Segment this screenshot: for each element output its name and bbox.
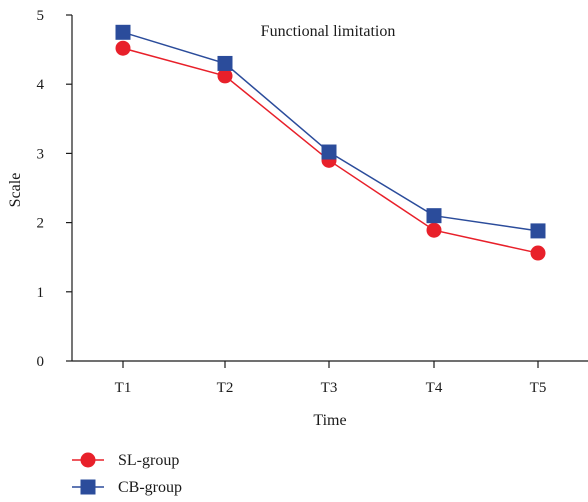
y-tick-label: 1: [37, 285, 45, 301]
data-point: [321, 144, 337, 160]
legend-label: CB-group: [118, 479, 182, 496]
data-point: [217, 68, 233, 84]
series-line: [122, 31, 539, 232]
legend-marker: [80, 452, 96, 468]
x-axis-label: Time: [313, 412, 346, 429]
x-tick-label: T5: [530, 380, 547, 396]
y-axis-label: Scale: [7, 173, 24, 208]
data-point: [530, 223, 546, 239]
x-tick-label: T3: [321, 380, 338, 396]
legend-item: CB-group: [72, 479, 182, 496]
legend-marker: [80, 479, 96, 495]
data-point: [217, 55, 233, 71]
series-cb-group: [115, 24, 546, 239]
y-tick-label: 5: [37, 8, 45, 24]
legend-item: SL-group: [72, 452, 179, 469]
data-point: [115, 24, 131, 40]
series-layer: [115, 24, 546, 261]
legend-label: SL-group: [118, 452, 179, 469]
y-tick-label: 2: [37, 216, 45, 232]
data-point: [426, 208, 442, 224]
legend: SL-group CB-group: [72, 452, 182, 496]
x-tick-label: T1: [115, 380, 132, 396]
data-point: [426, 222, 442, 238]
axes: [71, 15, 588, 362]
data-point: [530, 245, 546, 261]
x-tick-label: T2: [217, 380, 234, 396]
y-tick-label: 0: [37, 354, 45, 370]
y-tick-label: 4: [37, 77, 45, 93]
x-ticks: T1 T2 T3 T4 T5: [115, 361, 547, 396]
x-tick-label: T4: [426, 380, 443, 396]
chart-title: Functional limitation: [261, 23, 396, 40]
data-point: [115, 40, 131, 56]
y-tick-label: 3: [37, 146, 45, 162]
y-ticks: 0 1 2 3 4 5: [37, 8, 72, 370]
